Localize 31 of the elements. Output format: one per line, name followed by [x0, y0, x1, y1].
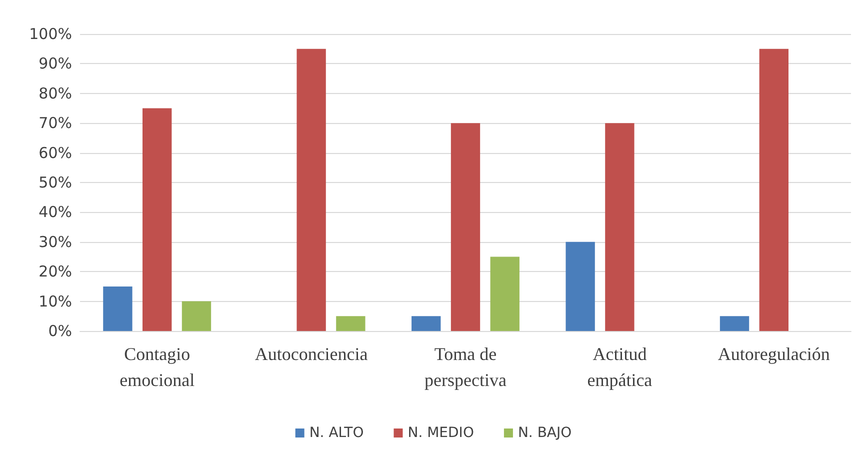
legend-label: N. ALTO	[309, 425, 364, 441]
bar	[490, 256, 520, 331]
x-tick-label: Autoconciencia	[254, 344, 368, 364]
legend-label: N. BAJO	[518, 425, 572, 441]
bar	[720, 316, 750, 331]
bar	[605, 123, 634, 331]
bar	[336, 316, 366, 331]
bar	[450, 123, 480, 331]
bar	[182, 301, 212, 331]
bar	[296, 48, 326, 331]
y-tick-label: 20%	[38, 262, 72, 281]
bar	[759, 48, 788, 331]
bar	[142, 108, 172, 331]
x-tick-label: Toma de perspectiva	[424, 344, 506, 390]
bar	[103, 286, 132, 331]
y-tick-label: 40%	[38, 203, 72, 222]
x-tick-label: Autoregulación	[718, 344, 830, 364]
x-tick-label: Actitud empática	[587, 344, 652, 390]
y-tick-label: 80%	[38, 84, 72, 102]
y-tick-label: 0%	[48, 322, 72, 340]
y-tick-label: 10%	[38, 292, 72, 310]
x-tick-label: Contagio emocional	[120, 344, 195, 390]
bar	[566, 242, 595, 331]
y-tick-label: 90%	[38, 54, 72, 73]
y-tick-label: 100%	[29, 25, 72, 43]
y-tick-label: 50%	[38, 174, 72, 192]
y-tick-label: 70%	[38, 114, 72, 132]
y-tick-label: 30%	[38, 232, 72, 251]
y-tick-label: 60%	[38, 144, 72, 162]
legend-label: N. MEDIO	[408, 425, 474, 441]
bar	[412, 316, 441, 331]
